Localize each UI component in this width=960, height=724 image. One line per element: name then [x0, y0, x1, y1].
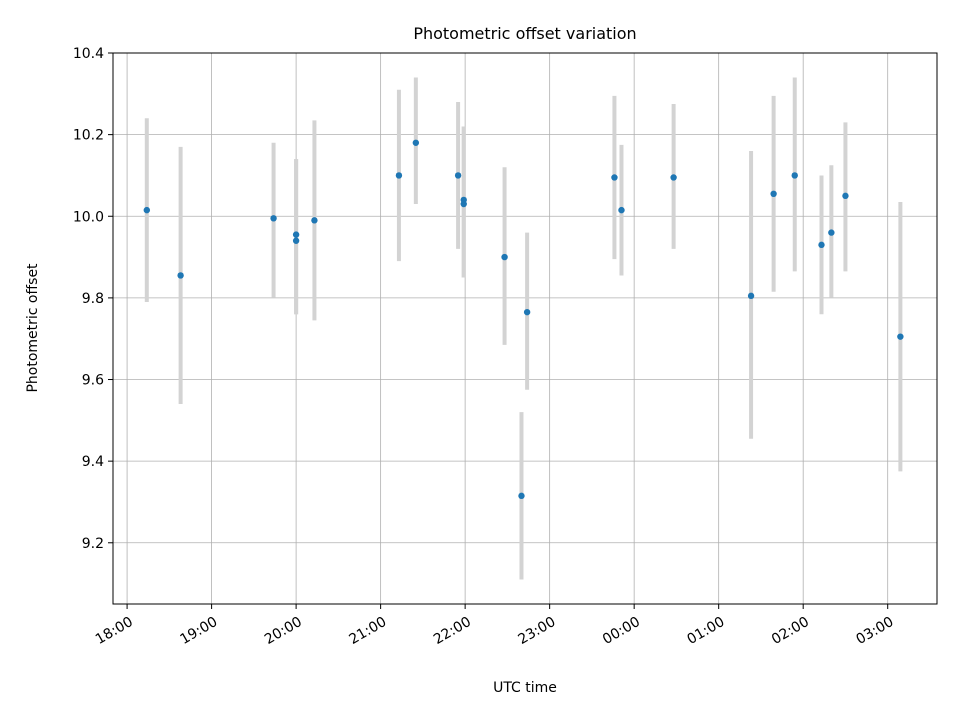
data-point — [395, 172, 403, 179]
y-tick-label: 9.4 — [82, 454, 104, 470]
x-axis: 18:00 19:00 20:00 21:00 22:00 23:00 00:00 01:00… — [93, 604, 897, 648]
x-axis-label: UTC time — [493, 680, 557, 696]
y-tick-label: 9.8 — [82, 291, 104, 307]
x-tick-label: 00:00 — [600, 614, 643, 648]
y-axis: 9.2 9.4 9.6 9.8 10.0 10.2 10.4 — [73, 46, 113, 552]
data-point — [618, 206, 625, 214]
x-tick-label: 19:00 — [177, 614, 220, 648]
data-point — [270, 215, 277, 222]
data-point — [611, 174, 618, 181]
y-tick-label: 10.4 — [73, 46, 104, 62]
y-tick-label: 9.6 — [82, 373, 104, 389]
grid — [113, 52, 937, 604]
data-point — [747, 292, 755, 300]
y-tick-label: 10.0 — [73, 209, 104, 225]
data-point — [501, 253, 508, 261]
x-tick-label: 20:00 — [262, 614, 305, 648]
data-point — [828, 229, 835, 236]
error-bars — [144, 77, 903, 580]
y-tick-label: 10.2 — [73, 128, 104, 144]
x-tick-label: 02:00 — [769, 614, 812, 648]
chart-title: Photometric offset variation — [413, 24, 636, 43]
data-point — [460, 200, 467, 208]
x-tick-label: 21:00 — [346, 614, 389, 648]
data-point — [523, 308, 531, 316]
data-point — [177, 272, 184, 279]
data-point — [292, 237, 300, 244]
data-point — [770, 190, 777, 198]
x-tick-label: 23:00 — [515, 614, 558, 648]
x-tick-label: 03:00 — [854, 614, 897, 648]
plot-frame — [112, 52, 938, 605]
data-point — [292, 231, 300, 238]
data-point — [311, 217, 318, 224]
data-point — [143, 206, 151, 214]
y-axis-label: Photometric offset — [25, 263, 41, 393]
data-point — [518, 492, 525, 500]
x-tick-label: 01:00 — [685, 614, 728, 648]
data-point — [454, 172, 462, 179]
data-point — [897, 333, 904, 340]
x-tick-label: 18:00 — [93, 614, 136, 648]
x-tick-label: 22:00 — [431, 614, 474, 648]
y-tick-label: 9.2 — [82, 536, 104, 552]
data-points — [143, 139, 904, 500]
data-point — [818, 241, 825, 249]
data-point — [842, 192, 849, 200]
data-point — [670, 174, 677, 181]
data-point — [791, 172, 798, 179]
data-point — [412, 139, 420, 146]
